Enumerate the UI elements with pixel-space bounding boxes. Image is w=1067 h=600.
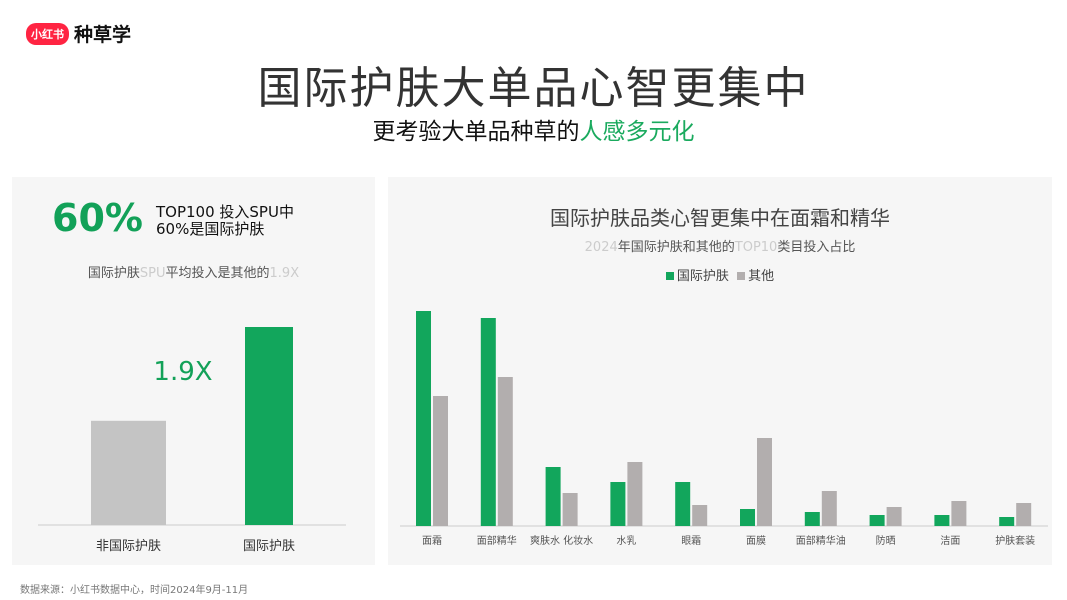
x-tick-label: 眼霜	[681, 535, 701, 547]
x-tick-label: 面部精华油	[796, 534, 846, 547]
bar-intl	[610, 482, 626, 526]
sub-b: 年国际护肤和其他的	[617, 240, 735, 255]
bar-other	[757, 438, 772, 526]
x-tick-label: 防晒	[876, 534, 896, 547]
bar-other	[433, 396, 448, 526]
brand-name: 种草学	[74, 24, 132, 46]
left-panel	[12, 177, 375, 565]
chart-title: 国际护肤品类心智更集中在面霜和精华	[550, 206, 890, 230]
bar-intl	[869, 515, 885, 526]
x-tick-label: 护肤套装	[995, 534, 1035, 547]
bar-other	[497, 377, 513, 526]
sub-d: 类目投入占比	[777, 240, 856, 255]
page-subtitle: 更考验大单品种草的人感多元化	[0, 112, 1067, 146]
x-tick-label: 洁面	[940, 534, 960, 547]
bar-other	[886, 507, 902, 526]
page-title: 国际护肤大单品心智更集中	[257, 63, 810, 114]
x-tick-label: 面膜	[746, 535, 766, 547]
subtitle-highlight: 人感多元化	[579, 119, 695, 145]
bar-intl	[934, 515, 950, 526]
sub-c: TOP10	[734, 240, 778, 255]
big-stat: 60%	[52, 196, 143, 240]
bar-other	[821, 491, 837, 526]
note-d: 1.9X	[269, 266, 300, 281]
note-a: 国际护肤	[87, 266, 140, 281]
stat-line-2: 60%是国际护肤	[156, 220, 265, 238]
bar-intl	[545, 467, 561, 526]
subtitle-prefix: 更考验大单品种草的	[372, 119, 580, 145]
bar-intl	[675, 482, 691, 526]
sub-a: 2024	[584, 240, 618, 255]
x-tick-label: 面部精华	[477, 534, 517, 547]
bar-intl	[480, 318, 496, 526]
legend-label-intl: 国际护肤	[676, 269, 729, 284]
bar-other	[627, 462, 643, 526]
bar-other	[1016, 503, 1032, 526]
x-tick-label: 国际护肤	[243, 539, 295, 554]
bar-other	[562, 493, 578, 526]
left-note: 国际护肤SPU平均投入是其他的1.9X	[0, 262, 387, 281]
stat-description: TOP100 投入SPU中 60%是国际护肤	[156, 204, 294, 238]
x-tick-label: 非国际护肤	[96, 539, 161, 554]
footer-source: 数据来源：小红书数据中心，时间2024年9月-11月	[20, 585, 249, 596]
chart-subtitle: 2024年国际护肤和其他的TOP10类目投入占比	[388, 236, 1052, 255]
bar-intl	[804, 512, 820, 526]
x-tick-label: 面霜	[422, 535, 442, 547]
bar-1	[245, 327, 293, 525]
bar-intl	[999, 517, 1015, 526]
ratio-annotation: 1.9X	[153, 357, 212, 387]
bar-intl	[416, 311, 431, 526]
bar-intl	[740, 509, 755, 526]
stat-line-1: TOP100 投入SPU中	[156, 203, 294, 221]
legend-swatch-green	[665, 272, 674, 280]
brand-badge: 小红书	[26, 22, 69, 45]
note-b: SPU	[139, 266, 166, 281]
legend-label-other: 其他	[748, 269, 775, 284]
bar-0	[91, 420, 166, 525]
bar-other	[951, 501, 967, 526]
legend: 国际护肤 其他	[388, 265, 1052, 284]
x-tick-label: 水乳	[616, 534, 636, 547]
note-c: 平均投入是其他的	[165, 266, 270, 281]
logo: 小红书 种草学	[26, 20, 131, 47]
legend-swatch-gray	[737, 272, 746, 280]
x-tick-label: 爽肤水 化妆水	[530, 534, 593, 547]
bar-other	[692, 505, 708, 526]
